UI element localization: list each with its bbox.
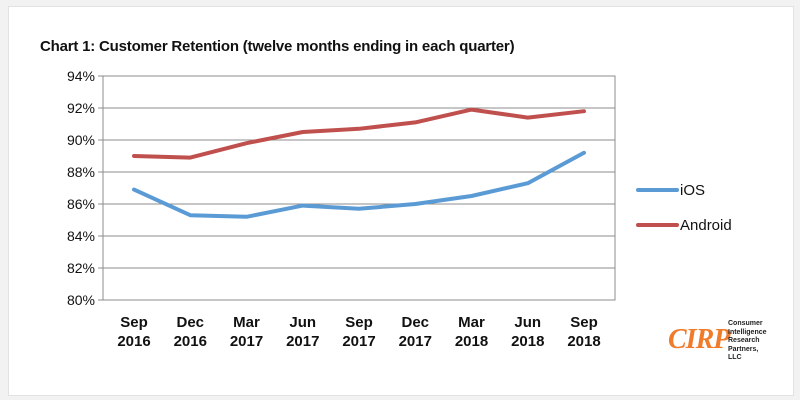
x-tick-label: 2016 — [174, 333, 207, 350]
x-tick-label: Jun — [289, 314, 316, 331]
logo-subtitle-line: Research — [728, 337, 760, 344]
logo-subtitle: Consumer Intelligence Research Partners,… — [728, 320, 772, 363]
x-tick-label: 2017 — [399, 333, 432, 350]
logo-subtitle-line: Intelligence — [728, 328, 767, 336]
y-tick-label: 92% — [67, 100, 95, 116]
x-tick-label: Sep — [345, 314, 373, 331]
y-tick-label: 88% — [67, 164, 95, 180]
y-tick-label: 82% — [67, 260, 95, 276]
x-tick-label: Sep — [120, 314, 148, 331]
cirp-logo: CIRP Consumer Intelligence Research Part… — [668, 318, 768, 362]
y-tick-label: 80% — [67, 292, 95, 308]
logo-subtitle-line: Consumer — [728, 320, 763, 327]
y-tick-label: 90% — [67, 132, 95, 148]
x-tick-label: Mar — [233, 314, 260, 331]
chart-title: Chart 1: Customer Retention (twelve mont… — [40, 38, 515, 55]
x-tick-label: 2017 — [342, 333, 375, 350]
x-tick-label: Dec — [176, 314, 204, 331]
chart-card — [8, 6, 794, 396]
x-tick-label: 2018 — [455, 333, 488, 350]
x-tick-label: Mar — [458, 314, 485, 331]
x-tick-label: Dec — [401, 314, 429, 331]
x-tick-label: 2018 — [511, 333, 544, 350]
legend-label-ios: iOS — [680, 182, 705, 199]
x-tick-label: 2017 — [230, 333, 263, 350]
y-tick-label: 84% — [67, 228, 95, 244]
plot-frame — [102, 75, 616, 301]
x-tick-label: Jun — [514, 314, 541, 331]
y-tick-label: 86% — [67, 196, 95, 212]
legend-label-android: Android — [680, 217, 732, 234]
x-tick-label: 2018 — [567, 333, 600, 350]
x-tick-label: Sep — [570, 314, 598, 331]
x-tick-label: 2017 — [286, 333, 319, 350]
logo-wordmark: CIRP — [668, 324, 730, 355]
logo-subtitle-line: Partners, LLC — [728, 345, 759, 362]
series-line-ios — [132, 150, 586, 219]
series-line-android — [132, 107, 586, 160]
y-tick-label: 94% — [67, 68, 95, 84]
x-tick-label: 2016 — [117, 333, 150, 350]
